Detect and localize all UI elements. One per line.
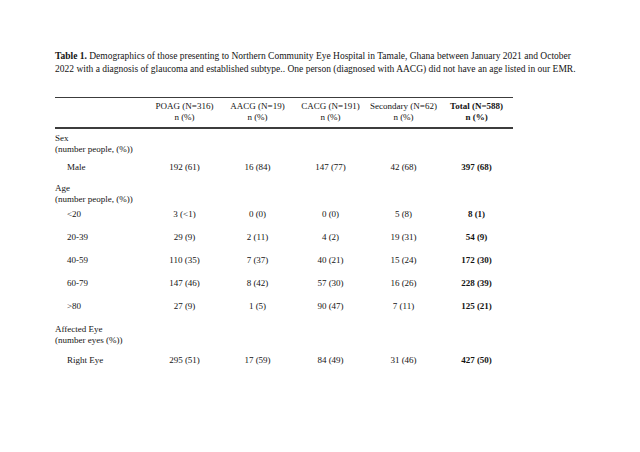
header-secondary-label: Secondary (N=62) <box>367 101 440 112</box>
data-row: Male192 (61)16 (84)147 (77)42 (68)397 (6… <box>55 158 513 179</box>
value-cell: 2 (11) <box>221 228 294 251</box>
value-cell: 19 (31) <box>367 228 440 251</box>
header-cacg: CACG (N=191) n (%) <box>294 98 367 129</box>
data-row: 60-79147 (46)8 (42)57 (30)16 (26)228 (39… <box>55 274 513 297</box>
section-label-cell: Sex(number people, (%)) <box>55 128 513 158</box>
value-cell: 147 (77) <box>294 158 367 179</box>
value-cell: 16 (84) <box>221 158 294 179</box>
row-label-cell: 20-39 <box>55 228 148 251</box>
section-label-cell: Age(number people, (%)) <box>55 179 513 205</box>
value-cell: 31 (46) <box>367 351 440 374</box>
row-label-cell: 60-79 <box>55 274 148 297</box>
value-cell: 192 (61) <box>148 158 221 179</box>
value-cell: 3 (<1) <box>148 205 221 228</box>
row-label-cell: Right Eye <box>55 351 148 374</box>
value-cell: 57 (30) <box>294 274 367 297</box>
value-cell: 17 (59) <box>221 351 294 374</box>
row-label-cell: 40-59 <box>55 251 148 274</box>
value-cell: 110 (35) <box>148 251 221 274</box>
value-cell: 295 (51) <box>148 351 221 374</box>
table-caption-text: Demographics of those presenting to Nort… <box>55 51 576 74</box>
data-row: 20-3929 (9)2 (11)4 (2)19 (31)54 (9) <box>55 228 513 251</box>
value-cell: 15 (24) <box>367 251 440 274</box>
value-cell: 228 (39) <box>440 274 513 297</box>
table-caption: Table 1. Demographics of those presentin… <box>55 50 577 76</box>
section-label-cell: Affected Eye(number eyes (%)) <box>55 320 513 351</box>
value-cell: 84 (49) <box>294 351 367 374</box>
section-sublabel: (number eyes (%)) <box>55 335 513 346</box>
header-poag-label: POAG (N=316) <box>148 101 221 112</box>
row-label-cell: >80 <box>55 297 148 320</box>
value-cell: 125 (21) <box>440 297 513 320</box>
value-cell: 427 (50) <box>440 351 513 374</box>
data-row: >8027 (9)1 (5)90 (47)7 (11)125 (21) <box>55 297 513 320</box>
row-label-cell: <20 <box>55 205 148 228</box>
section-row: Age(number people, (%)) <box>55 179 513 205</box>
data-row: <203 (<1)0 (0)0 (0)5 (8)8 (1) <box>55 205 513 228</box>
value-cell: 90 (47) <box>294 297 367 320</box>
header-poag: POAG (N=316) n (%) <box>148 98 221 129</box>
value-cell: 8 (42) <box>221 274 294 297</box>
value-cell: 7 (11) <box>367 297 440 320</box>
document-page: Table 1. Demographics of those presentin… <box>0 0 640 452</box>
value-cell: 397 (68) <box>440 158 513 179</box>
header-cacg-label: CACG (N=191) <box>294 101 367 112</box>
section-row: Sex(number people, (%)) <box>55 128 513 158</box>
value-cell: 54 (9) <box>440 228 513 251</box>
row-label-cell: Male <box>55 158 148 179</box>
header-poag-sub: n (%) <box>148 112 221 123</box>
value-cell: 1 (5) <box>221 297 294 320</box>
section-sublabel: (number people, (%)) <box>55 194 513 205</box>
header-total-sub: n (%) <box>440 112 513 123</box>
value-cell: 16 (26) <box>367 274 440 297</box>
table-caption-label: Table 1. <box>55 51 87 61</box>
value-cell: 0 (0) <box>294 205 367 228</box>
section-row: Affected Eye(number eyes (%)) <box>55 320 513 351</box>
table-body: Sex(number people, (%))Male192 (61)16 (8… <box>55 128 513 374</box>
header-cacg-sub: n (%) <box>294 112 367 123</box>
header-aacg: AACG (N=19) n (%) <box>221 98 294 129</box>
header-total: Total (N=588) n (%) <box>440 98 513 129</box>
section-sublabel: (number people, (%)) <box>55 144 513 155</box>
header-aacg-sub: n (%) <box>221 112 294 123</box>
value-cell: 29 (9) <box>148 228 221 251</box>
data-row: 40-59110 (35)7 (37)40 (21)15 (24)172 (30… <box>55 251 513 274</box>
section-label: Affected Eye <box>55 324 513 335</box>
value-cell: 0 (0) <box>221 205 294 228</box>
section-label: Sex <box>55 133 513 144</box>
header-secondary-sub: n (%) <box>367 112 440 123</box>
value-cell: 27 (9) <box>148 297 221 320</box>
table-header-row: POAG (N=316) n (%) AACG (N=19) n (%) CAC… <box>55 98 513 129</box>
value-cell: 8 (1) <box>440 205 513 228</box>
value-cell: 4 (2) <box>294 228 367 251</box>
value-cell: 7 (37) <box>221 251 294 274</box>
demographics-table: POAG (N=316) n (%) AACG (N=19) n (%) CAC… <box>55 97 513 374</box>
header-total-label: Total (N=588) <box>440 101 513 112</box>
value-cell: 40 (21) <box>294 251 367 274</box>
value-cell: 42 (68) <box>367 158 440 179</box>
header-secondary: Secondary (N=62) n (%) <box>367 98 440 129</box>
value-cell: 147 (46) <box>148 274 221 297</box>
header-aacg-label: AACG (N=19) <box>221 101 294 112</box>
section-label: Age <box>55 183 513 194</box>
value-cell: 5 (8) <box>367 205 440 228</box>
value-cell: 172 (30) <box>440 251 513 274</box>
data-row: Right Eye295 (51)17 (59)84 (49)31 (46)42… <box>55 351 513 374</box>
header-empty-cell <box>55 98 148 129</box>
